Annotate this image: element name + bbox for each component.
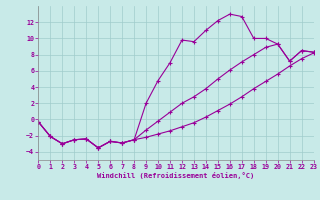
X-axis label: Windchill (Refroidissement éolien,°C): Windchill (Refroidissement éolien,°C): [97, 172, 255, 179]
